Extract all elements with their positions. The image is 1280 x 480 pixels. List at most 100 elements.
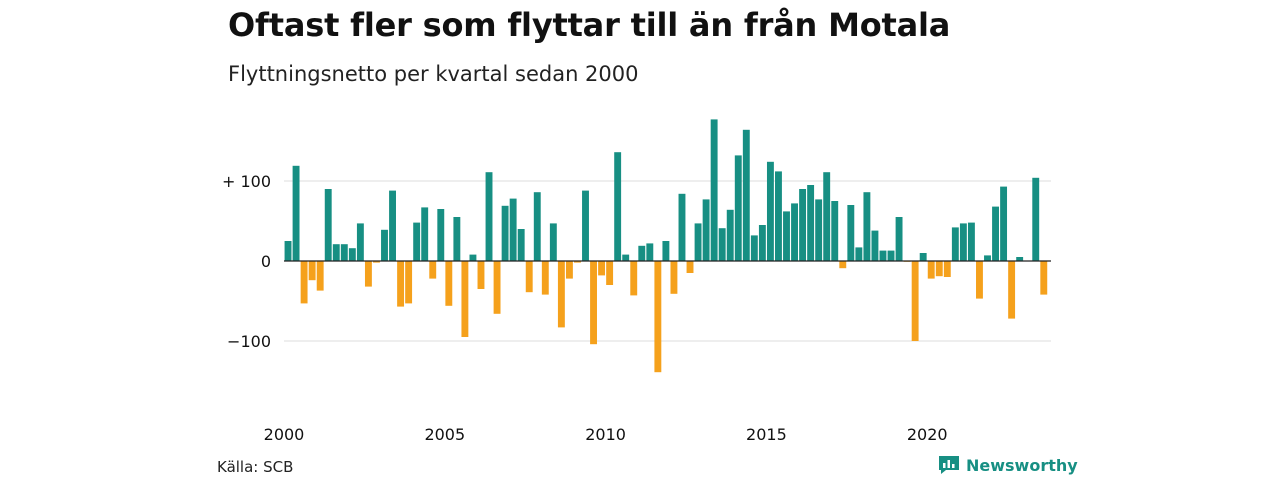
bar — [606, 261, 614, 285]
bar — [935, 261, 943, 277]
bar — [839, 261, 847, 269]
bar — [1008, 261, 1016, 319]
bar — [871, 230, 879, 261]
bar — [485, 172, 493, 261]
bar — [702, 199, 710, 261]
bar — [405, 261, 413, 304]
bar — [477, 261, 485, 289]
bar — [799, 189, 807, 261]
x-tick-label: 2000 — [264, 425, 305, 444]
bar — [879, 250, 887, 261]
bar — [911, 261, 919, 341]
bar — [718, 228, 726, 261]
bar — [758, 225, 766, 261]
bar — [284, 241, 292, 261]
bar — [525, 261, 533, 293]
bar — [397, 261, 405, 307]
bar — [678, 193, 686, 261]
bar — [734, 155, 742, 261]
newsworthy-logo-icon — [939, 456, 959, 474]
bar — [775, 171, 782, 261]
bar — [750, 235, 758, 261]
bar — [373, 261, 380, 263]
bar — [582, 190, 589, 261]
bar — [1016, 257, 1024, 261]
bar — [630, 261, 638, 296]
bar — [557, 261, 565, 328]
bar — [348, 248, 356, 261]
bar — [429, 261, 437, 279]
bar — [614, 152, 622, 261]
bar — [638, 245, 646, 261]
bar — [654, 261, 662, 373]
bar — [791, 203, 798, 261]
bar — [461, 261, 469, 337]
bar — [766, 161, 774, 261]
bar — [300, 261, 308, 304]
bar — [927, 261, 935, 279]
bar — [622, 254, 630, 261]
bar — [453, 217, 461, 261]
bar-chart: + 100 0 −100 2000 2005 2010 2015 2020 — [222, 119, 1051, 444]
bar — [959, 223, 967, 261]
bar — [292, 165, 300, 261]
bar — [364, 261, 372, 287]
source-note: Källa: SCB — [217, 458, 294, 476]
x-tick-label: 2020 — [907, 425, 948, 444]
bar — [823, 172, 831, 261]
bar — [493, 261, 501, 314]
bar — [469, 254, 477, 261]
bar — [807, 185, 815, 261]
bar — [598, 261, 606, 276]
x-tick-label: 2015 — [746, 425, 787, 444]
bar — [381, 229, 388, 261]
bar — [509, 198, 517, 261]
bar — [324, 189, 332, 261]
bar — [316, 261, 324, 291]
bar — [662, 241, 670, 261]
brand-name: Newsworthy — [966, 455, 1078, 475]
bar — [694, 223, 702, 261]
bar — [847, 205, 855, 261]
bar — [340, 244, 348, 261]
bar — [421, 207, 429, 261]
bar — [951, 227, 959, 261]
bar — [356, 223, 364, 261]
bar — [710, 119, 718, 262]
bar — [413, 222, 421, 261]
bar — [815, 199, 823, 261]
chart-subtitle: Flyttningsnetto per kvartal sedan 2000 — [228, 62, 639, 86]
bar — [863, 192, 871, 261]
bar — [670, 261, 678, 294]
x-tick-label: 2010 — [585, 425, 626, 444]
bar — [984, 255, 991, 261]
bar — [831, 201, 839, 261]
bar — [967, 222, 975, 261]
bar — [976, 261, 983, 299]
bar — [533, 192, 541, 261]
bar — [541, 261, 549, 295]
y-tick-label: + 100 — [222, 172, 271, 191]
bar — [726, 209, 734, 261]
bar — [943, 261, 951, 277]
x-tick-label: 2005 — [424, 425, 465, 444]
bar — [574, 261, 581, 263]
bar — [646, 243, 654, 261]
bar — [686, 261, 694, 273]
bar — [501, 205, 509, 261]
bar — [895, 217, 903, 261]
bar — [742, 129, 750, 261]
bar — [919, 253, 927, 261]
bar — [445, 261, 453, 306]
bar — [437, 209, 445, 261]
bar — [1000, 186, 1008, 261]
bar — [590, 261, 597, 345]
bar — [887, 250, 895, 261]
bar — [992, 206, 999, 261]
bar — [389, 190, 396, 261]
bar — [855, 247, 863, 261]
bar — [1032, 177, 1040, 261]
bar — [549, 223, 557, 261]
chart-title: Oftast fler som flyttar till än från Mot… — [228, 6, 951, 44]
bar — [308, 261, 316, 281]
